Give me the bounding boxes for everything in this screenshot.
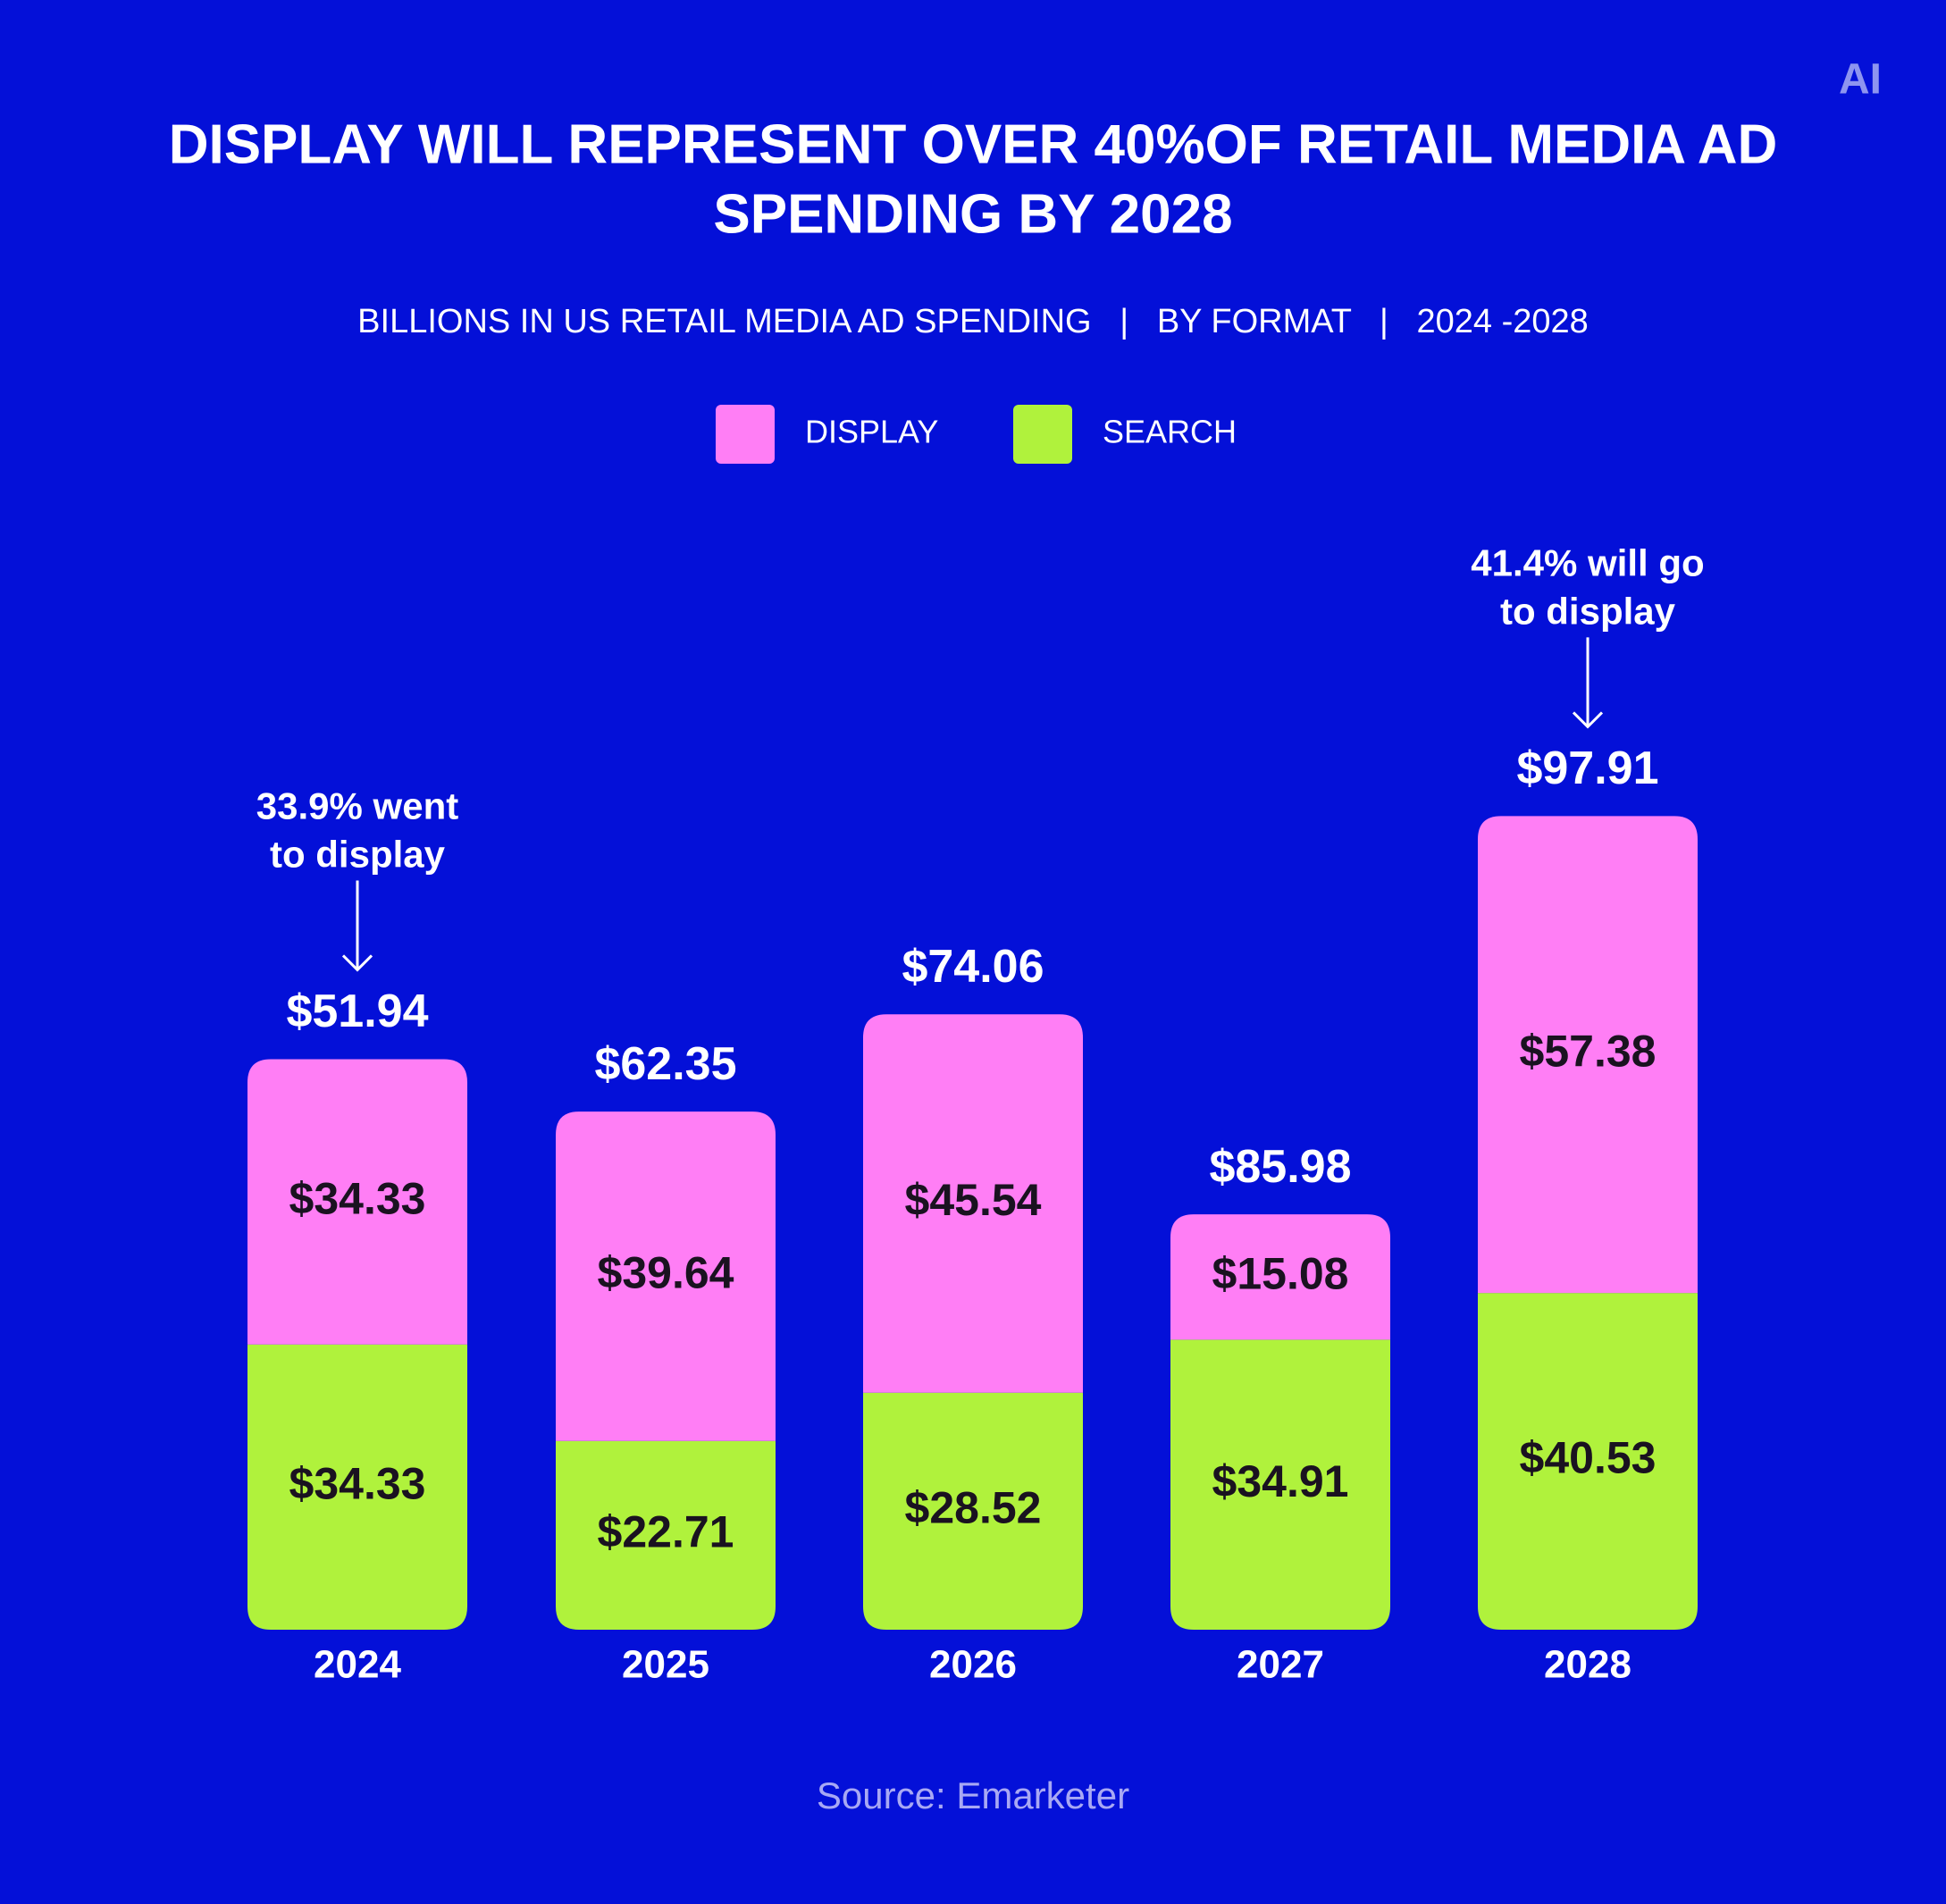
- total-label: $51.94: [286, 986, 428, 1037]
- legend-label: SEARCH: [1103, 414, 1237, 450]
- bar-segment: [863, 1392, 1083, 1630]
- x-tick-label: 2024: [314, 1643, 401, 1687]
- bar-segment: [863, 1014, 1083, 1393]
- data-label: $34.33: [289, 1459, 426, 1509]
- data-label: $15.08: [1212, 1248, 1349, 1298]
- data-label: $45.54: [905, 1175, 1042, 1225]
- bar-segment: [556, 1111, 776, 1441]
- source: Source: Emarketer: [817, 1774, 1129, 1816]
- x-tick-label: 2028: [1544, 1643, 1631, 1687]
- annotation-arrowhead: [341, 954, 373, 972]
- bar-segment: [247, 1059, 467, 1345]
- legend-swatch: [716, 405, 775, 464]
- total-label: $85.98: [1209, 1141, 1351, 1193]
- data-label: $34.91: [1212, 1456, 1349, 1506]
- annotation: 33.9% went: [256, 785, 458, 827]
- data-label: $57.38: [1520, 1026, 1657, 1076]
- x-tick-label: 2025: [622, 1643, 709, 1687]
- bar-segment: [1170, 1339, 1390, 1630]
- bar-segment: [247, 1344, 467, 1630]
- chart-title: SPENDING BY 2028: [713, 183, 1232, 245]
- bar-segment: [1478, 816, 1698, 1294]
- data-label: $22.71: [598, 1507, 734, 1557]
- logo: AI: [1839, 56, 1882, 104]
- chart-title: DISPLAY WILL REPRESENT OVER 40%OF RETAIL…: [169, 113, 1778, 175]
- annotation: 41.4% will go: [1471, 542, 1704, 584]
- data-label: $39.64: [598, 1248, 734, 1298]
- bar-segment: [1478, 1293, 1698, 1630]
- total-label: $62.35: [594, 1038, 736, 1090]
- total-label: $74.06: [902, 941, 1044, 993]
- data-label: $34.33: [289, 1173, 426, 1223]
- bar-segment: [556, 1440, 776, 1630]
- annotation-arrowhead: [1572, 711, 1604, 729]
- annotation: to display: [1500, 591, 1676, 633]
- x-tick-label: 2026: [929, 1643, 1017, 1687]
- x-tick-label: 2027: [1237, 1643, 1324, 1687]
- bar-segment: [1170, 1214, 1390, 1340]
- legend-swatch: [1013, 405, 1072, 464]
- annotation: to display: [270, 834, 446, 876]
- legend-label: DISPLAY: [805, 414, 938, 450]
- total-label: $97.91: [1516, 742, 1658, 794]
- data-label: $40.53: [1520, 1433, 1657, 1483]
- chart-subtitle: BILLIONS IN US RETAIL MEDIA AD SPENDING …: [357, 303, 1589, 340]
- data-label: $28.52: [905, 1483, 1042, 1533]
